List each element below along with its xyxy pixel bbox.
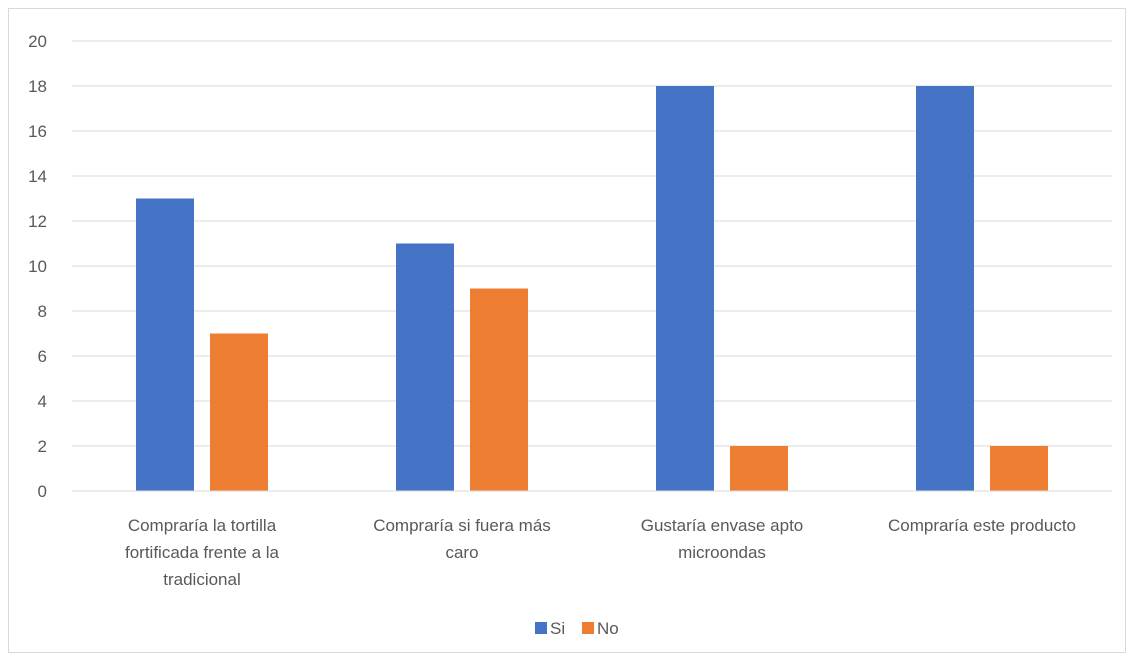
y-tick-label: 18 xyxy=(28,77,47,96)
y-tick-label: 6 xyxy=(38,347,47,366)
y-tick-label: 0 xyxy=(38,482,47,501)
bar-no-3 xyxy=(730,446,788,491)
category-label: Gustaría envase apto microondas xyxy=(641,516,804,562)
y-tick-label: 8 xyxy=(38,302,47,321)
bar-no-2 xyxy=(470,288,528,491)
bar-no-1 xyxy=(210,333,268,491)
x-axis-categories: Compraría la tortilla fortificada frente … xyxy=(125,516,1076,589)
legend: Si No xyxy=(535,619,619,638)
bars xyxy=(136,86,1048,491)
legend-swatch-si xyxy=(535,622,547,634)
bar-si-2 xyxy=(396,243,454,491)
legend-swatch-no xyxy=(582,622,594,634)
y-tick-label: 20 xyxy=(28,32,47,51)
bar-no-4 xyxy=(990,446,1048,491)
bar-si-1 xyxy=(136,198,194,491)
y-tick-label: 16 xyxy=(28,122,47,141)
legend-label-no: No xyxy=(597,619,619,638)
y-tick-label: 4 xyxy=(38,392,47,411)
legend-label-si: Si xyxy=(550,619,565,638)
bar-si-4 xyxy=(916,86,974,491)
category-label: Compraría si fuera más caro xyxy=(373,516,551,562)
y-tick-label: 10 xyxy=(28,257,47,276)
y-tick-label: 14 xyxy=(28,167,47,186)
category-label: Compraría este producto xyxy=(888,516,1076,535)
category-label: Compraría la tortilla fortificada frente … xyxy=(125,516,280,589)
y-tick-label: 12 xyxy=(28,212,47,231)
y-axis-ticks: 0 2 4 6 8 10 12 14 16 18 20 xyxy=(28,32,47,501)
bar-si-3 xyxy=(656,86,714,491)
y-tick-label: 2 xyxy=(38,437,47,456)
